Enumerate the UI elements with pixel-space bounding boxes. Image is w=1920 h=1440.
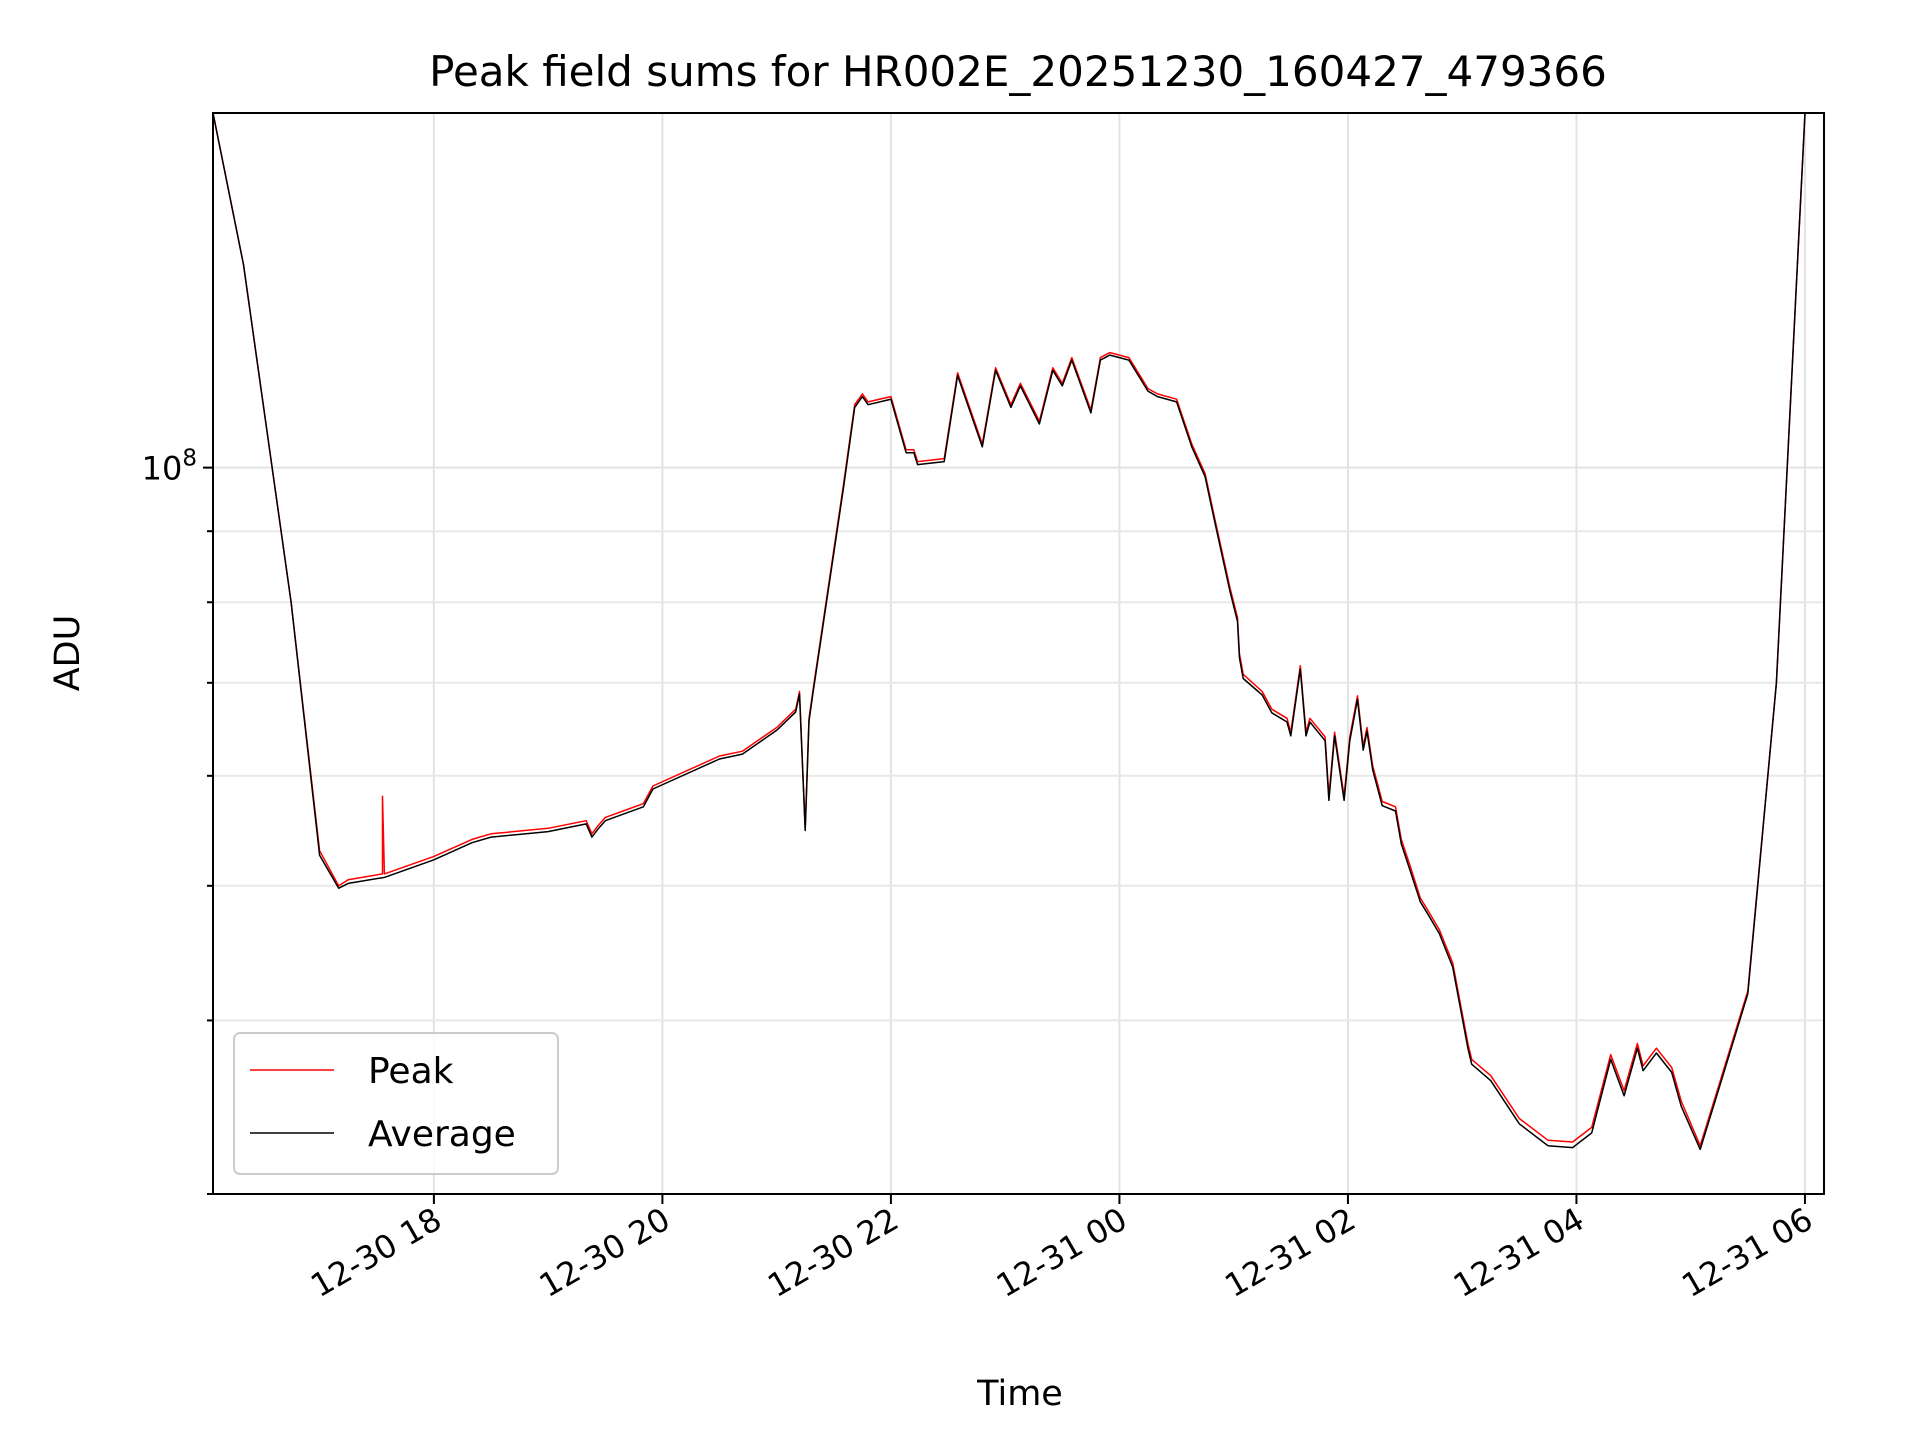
grid-lines xyxy=(213,113,1824,1195)
series-lines xyxy=(212,112,1806,1151)
legend: Peak Average xyxy=(233,1032,559,1175)
y-axis-ticks: 108 xyxy=(142,446,213,1195)
series-line-peak xyxy=(212,112,1806,1147)
y-tick-label: 108 xyxy=(142,446,197,488)
series-line-average xyxy=(212,112,1806,1151)
plot-area-frame xyxy=(212,112,1825,1195)
legend-label-peak: Peak xyxy=(368,1051,454,1092)
legend-box xyxy=(233,1032,559,1175)
x-axis-label: Time xyxy=(976,1374,1063,1414)
y-axis-label: ADU xyxy=(48,615,88,692)
chart-title: Peak field sums for HR002E_20251230_1604… xyxy=(429,47,1607,96)
legend-label-average: Average xyxy=(368,1114,516,1155)
